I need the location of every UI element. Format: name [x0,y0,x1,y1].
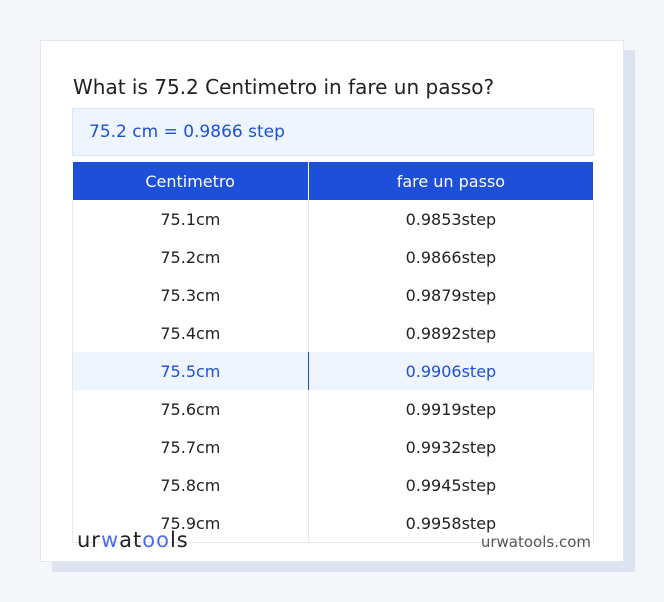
site-link[interactable]: urwatools.com [480,533,591,551]
table-row: 75.2cm 0.9866step [72,238,595,276]
table-row: 75.7cm 0.9932step [72,428,595,466]
table-cell: 75.6cm [72,390,309,428]
column-header: fare un passo [308,162,595,200]
table-cell: 75.8cm [72,466,309,504]
conversion-table: Centimetro fare un passo 75.1cm 0.9853step… [72,162,595,543]
table-cell: 0.9932step [307,428,595,466]
table-row: 75.9cm 0.9958step [72,504,595,543]
table-cell: 75.5cm [72,352,309,390]
table-cell: 0.9853step [307,200,595,238]
table-cell: 75.9cm [72,504,309,543]
table-cell: 75.2cm [72,238,309,276]
table-cell: 0.9958step [307,504,595,543]
table-row: 75.8cm 0.9945step [72,466,595,504]
table-row: 75.3cm 0.9879step [72,276,595,314]
table-row: 75.4cm 0.9892step [72,314,595,352]
table-cell: 0.9892step [307,314,595,352]
table-cell: 75.7cm [72,428,309,466]
result-box: 75.2 cm = 0.9866 step [72,108,594,156]
column-header: Centimetro [72,162,309,200]
table-cell: 75.3cm [72,276,309,314]
table-cell: 0.9945step [307,466,595,504]
table-cell: 0.9919step [307,390,595,428]
urwatools-logo[interactable]: urwatools [77,528,189,552]
table-row: 75.5cm 0.9906step [72,352,595,390]
page-title: What is 75.2 Centimetro in fare un passo… [73,75,495,99]
table-cell: 0.9906step [307,352,595,390]
table-cell: 0.9866step [307,238,595,276]
table-cell: 75.4cm [72,314,309,352]
table-cell: 0.9879step [307,276,595,314]
converter-card: What is 75.2 Centimetro in fare un passo… [40,40,624,562]
table-cell: 75.1cm [72,200,309,238]
table-row: 75.6cm 0.9919step [72,390,595,428]
table-row: 75.1cm 0.9853step [72,200,595,238]
